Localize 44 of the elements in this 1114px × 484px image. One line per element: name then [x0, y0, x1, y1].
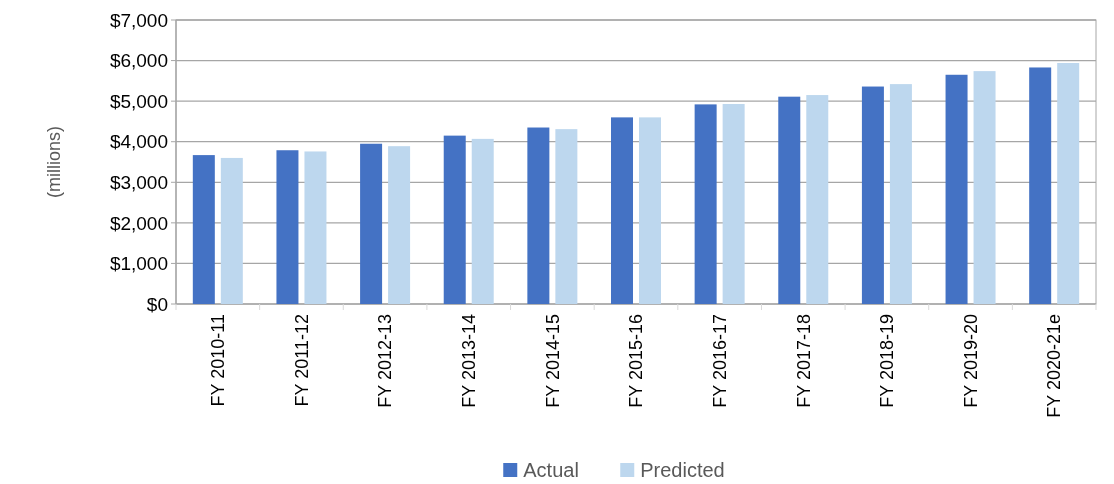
bar: [192, 155, 215, 304]
y-axis-title: (millions): [44, 126, 64, 198]
bar: [1029, 67, 1052, 304]
bar: [694, 104, 717, 304]
x-tick-label: FY 2011-12: [291, 314, 312, 407]
legend-label: Predicted: [640, 459, 725, 481]
x-tick-label: FY 2015-16: [626, 314, 647, 408]
x-tick-label: FY 2010-11: [208, 314, 229, 407]
x-tick-label: FY 2012-13: [375, 314, 396, 408]
y-tick-label: $4,000: [109, 131, 168, 153]
bar: [443, 135, 466, 304]
y-tick-label: $3,000: [109, 171, 168, 193]
bar: [304, 151, 327, 304]
bar: [220, 157, 243, 304]
y-tick-label: $7,000: [109, 9, 168, 31]
y-tick-label: $6,000: [109, 50, 168, 72]
y-tick-label: $2,000: [109, 212, 168, 234]
x-tick-label: FY 2016-17: [709, 314, 730, 408]
bar: [555, 129, 578, 304]
bar: [722, 103, 745, 304]
bar: [778, 96, 801, 304]
x-tick-label: FY 2014-15: [542, 314, 563, 408]
x-tick-label: FY 2013-14: [459, 314, 480, 408]
x-tick-label: FY 2020-21e: [1044, 314, 1065, 418]
bar: [360, 143, 383, 304]
bar: [806, 95, 829, 304]
bar: [889, 84, 912, 304]
bar: [471, 138, 494, 304]
bar: [388, 146, 411, 304]
bar: [973, 71, 996, 304]
bar: [276, 150, 299, 304]
x-tick-label: FY 2018-19: [877, 314, 898, 408]
bar: [1057, 63, 1080, 304]
y-tick-label: $5,000: [109, 90, 168, 112]
bar: [527, 127, 550, 304]
bar: [639, 117, 661, 304]
y-tick-label: $0: [146, 293, 168, 315]
bar: [861, 86, 884, 304]
bar: [945, 74, 968, 304]
x-tick-label: FY 2019-20: [960, 314, 981, 408]
y-tick-label: $1,000: [109, 253, 168, 275]
legend-label: Actual: [523, 459, 579, 481]
bar: [611, 117, 633, 304]
x-tick-label: FY 2017-18: [793, 314, 814, 408]
